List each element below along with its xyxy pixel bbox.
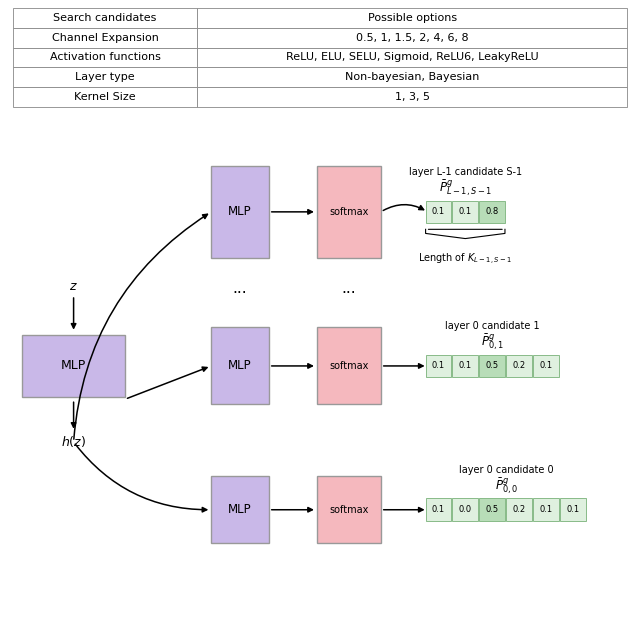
Text: MLP: MLP (61, 360, 86, 372)
Text: 0.1: 0.1 (432, 505, 445, 514)
FancyBboxPatch shape (317, 327, 381, 404)
FancyBboxPatch shape (560, 498, 586, 521)
FancyBboxPatch shape (211, 327, 269, 404)
FancyBboxPatch shape (426, 354, 451, 377)
FancyBboxPatch shape (506, 498, 532, 521)
Text: MLP: MLP (228, 205, 252, 218)
Text: softmax: softmax (329, 207, 369, 217)
Text: $h(z)$: $h(z)$ (61, 435, 86, 449)
FancyBboxPatch shape (506, 354, 532, 377)
Text: MLP: MLP (228, 360, 252, 372)
Text: 0.5: 0.5 (486, 505, 499, 514)
Text: layer 0 candidate 0: layer 0 candidate 0 (459, 465, 554, 475)
Text: $\bar{P}^g_{L-1,S-1}$: $\bar{P}^g_{L-1,S-1}$ (439, 179, 493, 200)
FancyBboxPatch shape (479, 498, 505, 521)
Text: 0.2: 0.2 (513, 505, 525, 514)
FancyBboxPatch shape (452, 498, 478, 521)
Text: 0.1: 0.1 (459, 207, 472, 216)
FancyBboxPatch shape (426, 498, 451, 521)
Text: 0.1: 0.1 (432, 361, 445, 370)
FancyBboxPatch shape (452, 354, 478, 377)
Text: $\bar{P}^g_{0,0}$: $\bar{P}^g_{0,0}$ (495, 477, 518, 498)
FancyBboxPatch shape (211, 476, 269, 543)
Text: ...: ... (233, 281, 247, 297)
FancyBboxPatch shape (211, 166, 269, 258)
Text: 0.1: 0.1 (540, 505, 552, 514)
FancyBboxPatch shape (533, 498, 559, 521)
FancyBboxPatch shape (479, 200, 505, 223)
FancyBboxPatch shape (426, 200, 451, 223)
FancyBboxPatch shape (22, 335, 125, 397)
FancyBboxPatch shape (317, 476, 381, 543)
Text: softmax: softmax (329, 505, 369, 515)
Text: 0.8: 0.8 (486, 207, 499, 216)
Text: $\bar{P}^g_{0,1}$: $\bar{P}^g_{0,1}$ (481, 333, 504, 354)
FancyBboxPatch shape (533, 354, 559, 377)
Text: Length of $K_{L-1,S-1}$: Length of $K_{L-1,S-1}$ (418, 252, 513, 266)
Text: 0.5: 0.5 (486, 361, 499, 370)
Text: ...: ... (342, 281, 356, 297)
Text: 0.2: 0.2 (513, 361, 525, 370)
Text: layer 0 candidate 1: layer 0 candidate 1 (445, 322, 540, 331)
Text: MLP: MLP (228, 503, 252, 516)
Text: 0.1: 0.1 (432, 207, 445, 216)
FancyBboxPatch shape (479, 354, 505, 377)
Text: 0.1: 0.1 (540, 361, 552, 370)
Text: 0.1: 0.1 (459, 361, 472, 370)
FancyBboxPatch shape (452, 200, 478, 223)
Text: softmax: softmax (329, 361, 369, 371)
FancyBboxPatch shape (317, 166, 381, 258)
Text: 0.1: 0.1 (566, 505, 579, 514)
Text: $z$: $z$ (69, 280, 78, 293)
Text: 0.0: 0.0 (459, 505, 472, 514)
Text: layer L-1 candidate S-1: layer L-1 candidate S-1 (410, 168, 522, 177)
